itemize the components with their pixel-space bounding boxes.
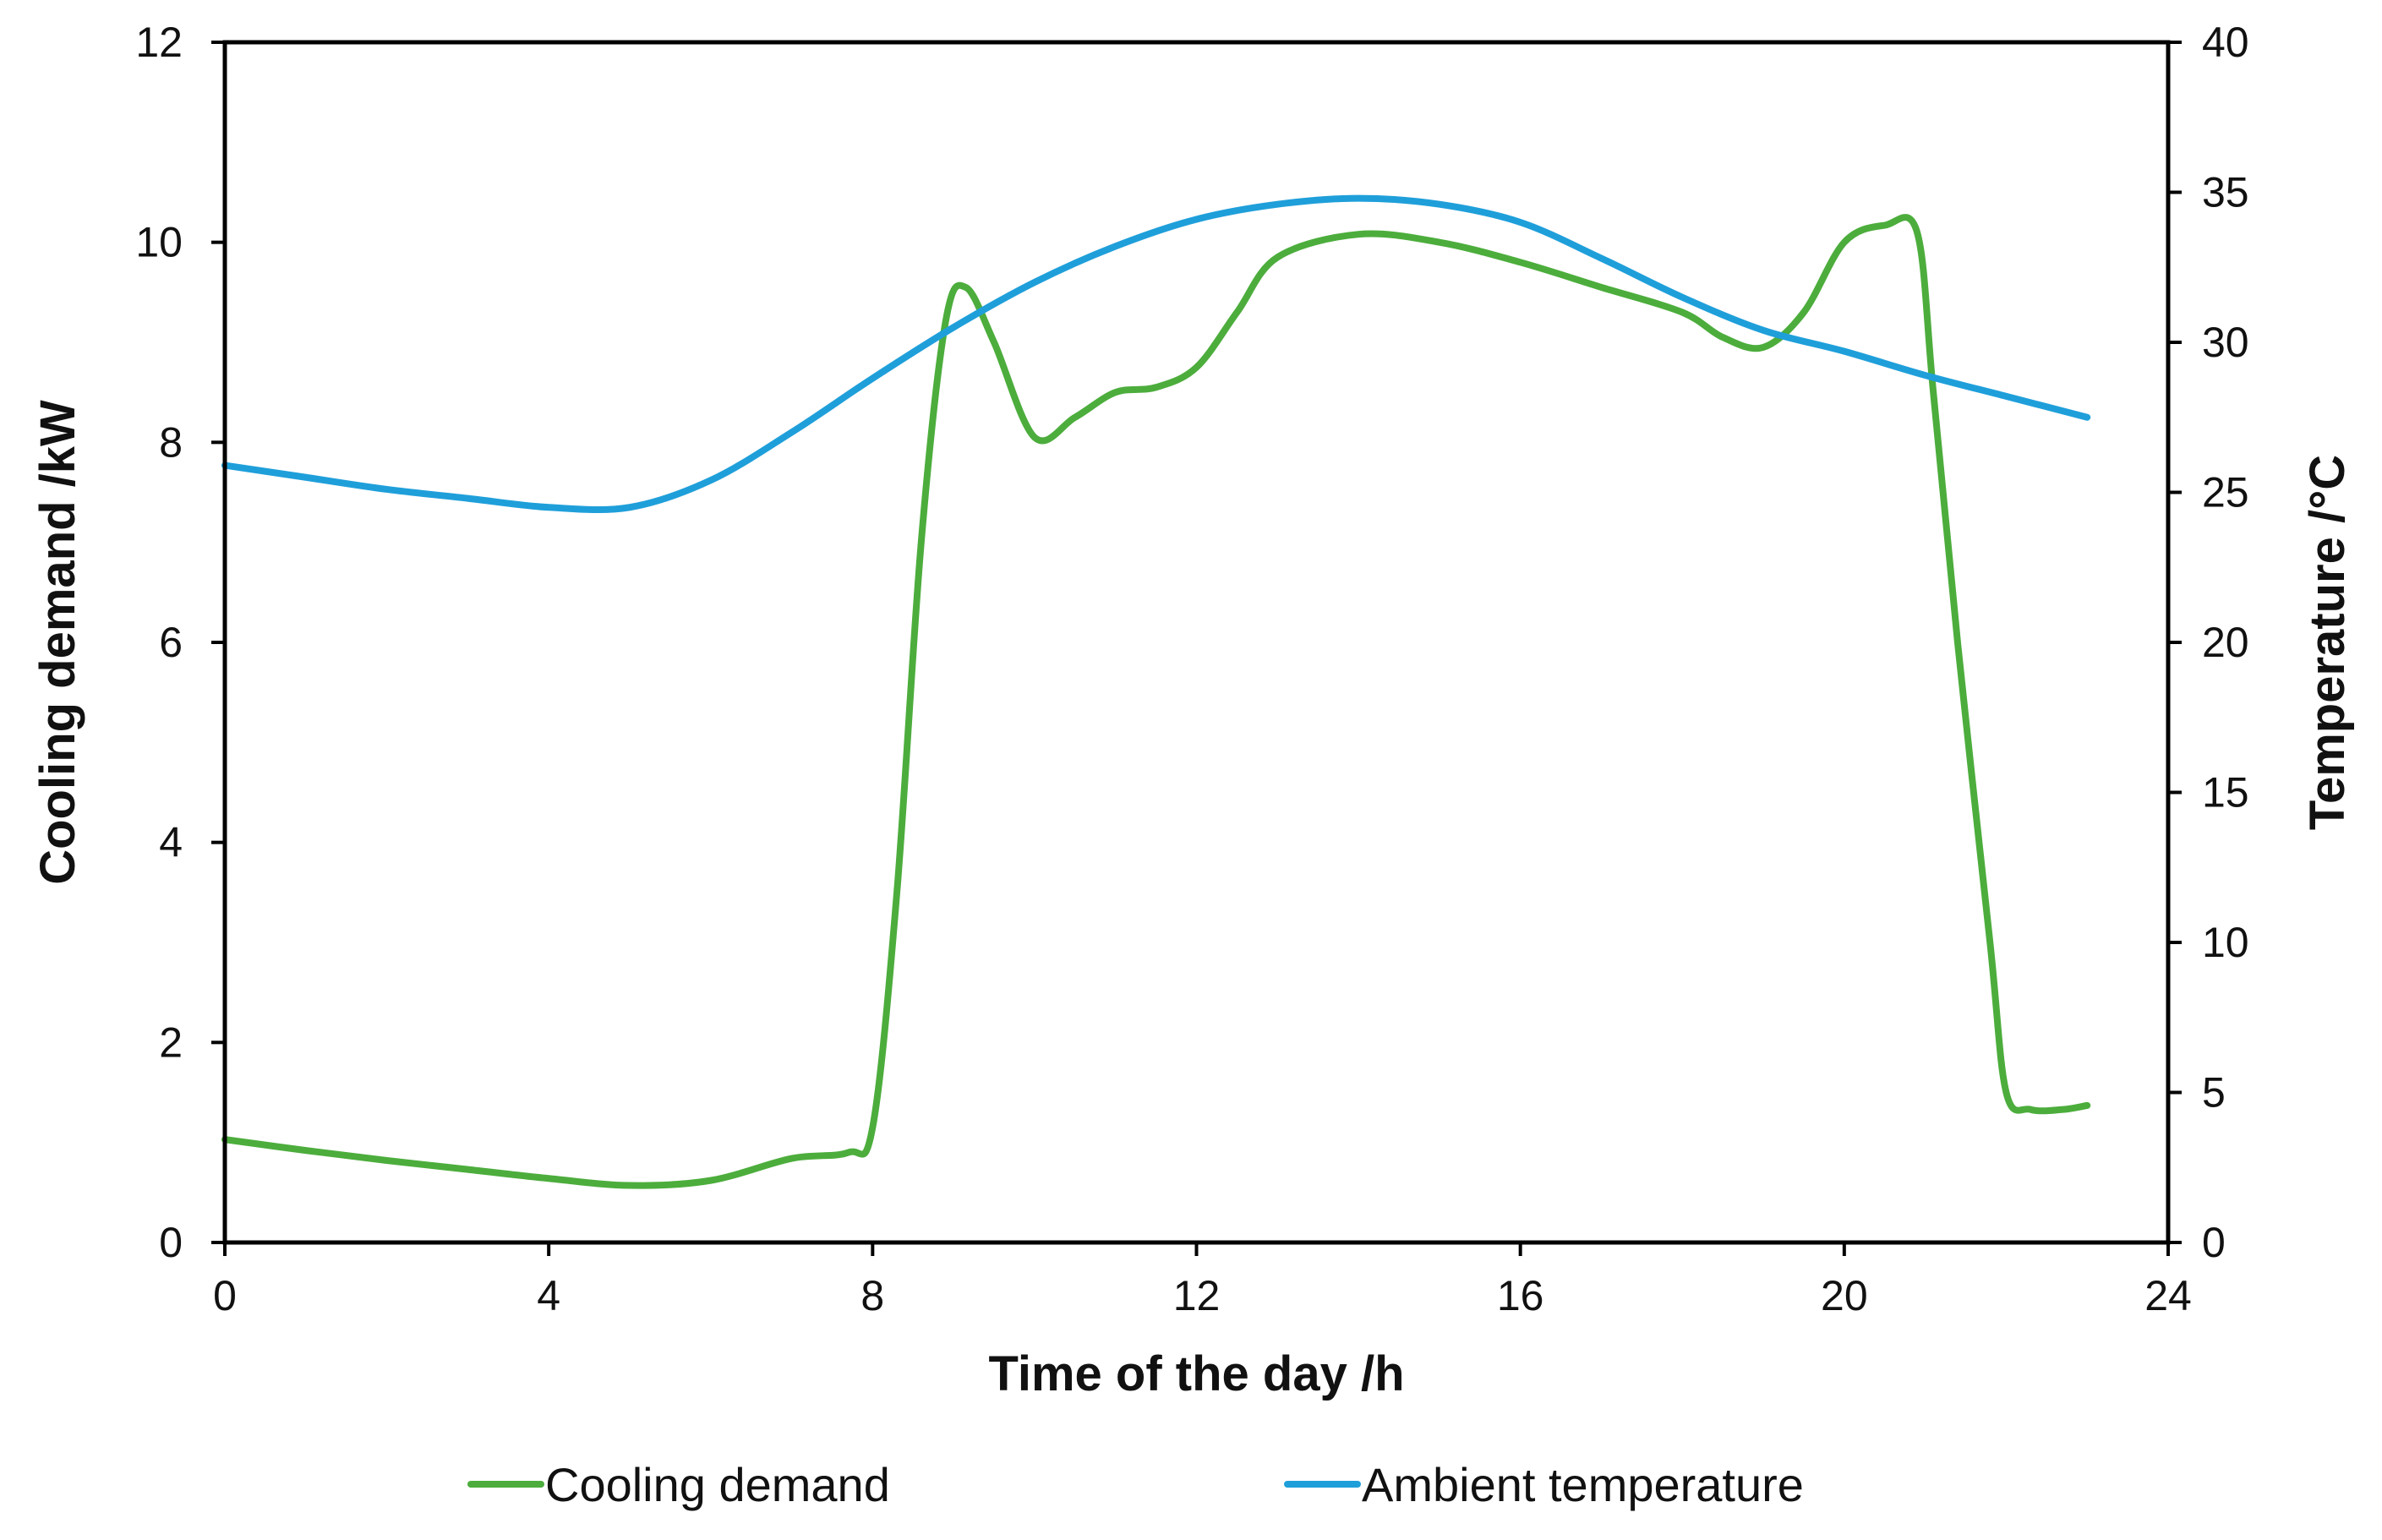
- y-right-tick-label: 30: [2202, 319, 2249, 366]
- series-line-cooling-demand: [221, 214, 2091, 1189]
- x-tick-label: 4: [537, 1272, 560, 1319]
- y-left-tick-label: 6: [159, 619, 183, 666]
- x-tick-label: 20: [1821, 1272, 1868, 1319]
- series-layer: [221, 194, 2091, 1189]
- y-left-tick-label: 2: [159, 1018, 183, 1066]
- x-tick-label: 0: [213, 1272, 237, 1319]
- y-right-axis-title: Temperature /°C: [2300, 455, 2355, 830]
- y-right-tick-label: 10: [2202, 919, 2249, 966]
- labels-layer: 0 4 8 12 16 20 240246810120510152025303540Time…: [30, 19, 2355, 1401]
- y-left-tick-label: 4: [159, 819, 183, 866]
- x-tick-label: 12: [1173, 1272, 1221, 1319]
- legend: Cooling demand Ambient temperature: [467, 1458, 1804, 1511]
- y-right-tick-label: 15: [2202, 769, 2249, 816]
- y-right-tick-label: 20: [2202, 619, 2249, 666]
- y-right-tick-label: 25: [2202, 469, 2249, 516]
- y-left-tick-label: 12: [135, 19, 183, 66]
- y-right-tick-label: 5: [2202, 1069, 2226, 1117]
- x-tick-label: 16: [1497, 1272, 1544, 1319]
- x-tick-label: 24: [2144, 1272, 2192, 1319]
- x-axis-title: Time of the day /h: [988, 1346, 1404, 1401]
- y-right-tick-label: 35: [2202, 169, 2249, 216]
- y-left-tick-label: 0: [159, 1219, 183, 1266]
- y-left-axis-title: Cooling demand /kW: [30, 400, 85, 885]
- legend-label-ambient-temperature: Ambient temperature: [1362, 1458, 1804, 1511]
- series-line-ambient-temperature: [221, 194, 2091, 514]
- legend-label-cooling-demand: Cooling demand: [545, 1458, 890, 1511]
- x-tick-label: 8: [860, 1272, 884, 1319]
- y-left-tick-label: 8: [159, 418, 183, 466]
- y-left-tick-label: 10: [135, 219, 183, 266]
- y-right-tick-label: 40: [2202, 19, 2249, 66]
- axes-layer: [211, 40, 2182, 1256]
- y-right-tick-label: 0: [2202, 1219, 2226, 1266]
